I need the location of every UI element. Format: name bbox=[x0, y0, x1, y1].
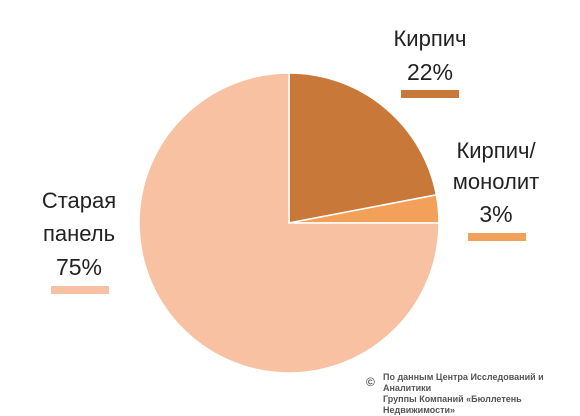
copyright-icon: © bbox=[366, 375, 375, 389]
source-line-2: Группы Компаний «Бюллетень Недвижимости» bbox=[383, 394, 522, 415]
legend-swatch-monolit bbox=[468, 233, 526, 241]
label-panel-name-line1: Старая bbox=[42, 188, 116, 213]
source-line-1: По данным Центра Исследований и Аналитик… bbox=[383, 372, 544, 393]
label-monolit-name-line1: Кирпич/ bbox=[456, 138, 536, 163]
pie-chart-svg: Кирпич 22% Кирпич/ монолит 3% Старая пан… bbox=[42, 26, 539, 374]
legend-swatch-panel bbox=[51, 286, 109, 294]
pie-chart: Кирпич 22% Кирпич/ монолит 3% Старая пан… bbox=[42, 26, 544, 415]
source-note: По данным Центра Исследований и Аналитик… bbox=[383, 372, 580, 416]
pie-slice-panel bbox=[138, 72, 440, 374]
label-panel-value: 75% bbox=[56, 254, 102, 280]
legend-swatch-kirpich bbox=[401, 90, 459, 98]
label-monolit-name-line2: монолит bbox=[453, 169, 539, 194]
label-kirpich-name: Кирпич bbox=[393, 26, 466, 51]
label-panel-name-line2: панель bbox=[43, 221, 115, 246]
label-kirpich-value: 22% bbox=[407, 59, 453, 85]
label-monolit-value: 3% bbox=[479, 201, 512, 227]
pie-slices bbox=[138, 72, 440, 374]
pie-slice-kirpich bbox=[288, 72, 438, 224]
